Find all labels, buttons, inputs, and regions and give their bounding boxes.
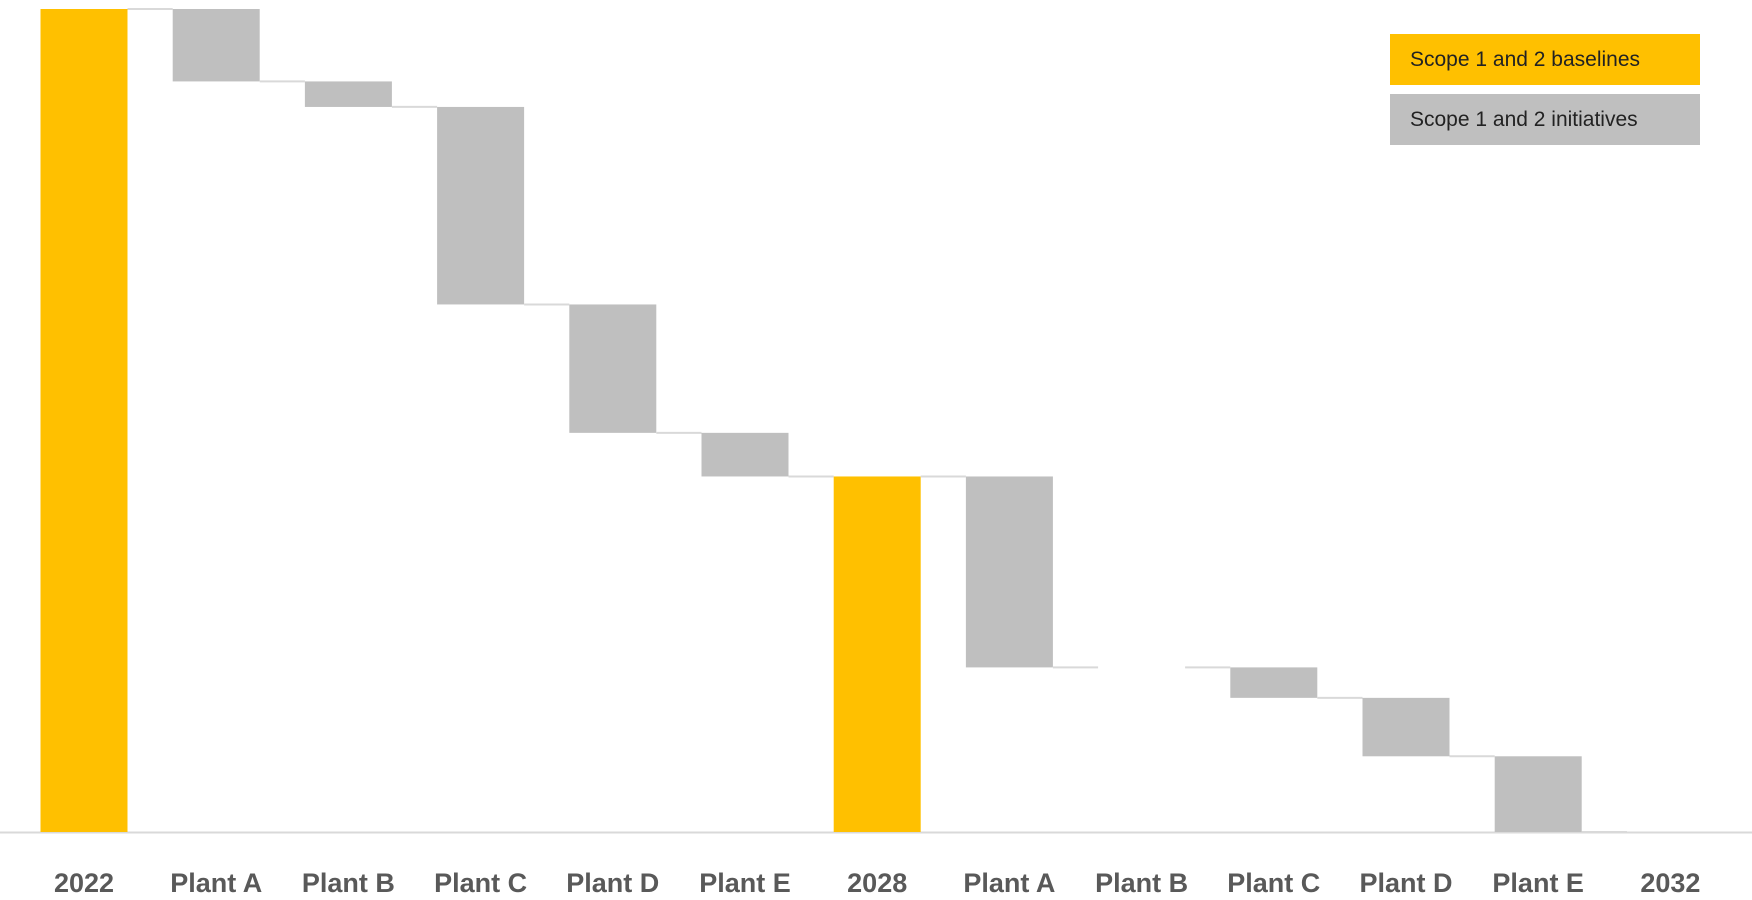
legend-label: Scope 1 and 2 baselines	[1410, 48, 1640, 71]
x-tick-label: Plant B	[1095, 868, 1188, 898]
x-tick-label: Plant E	[1492, 868, 1584, 898]
legend-swatch	[1390, 34, 1700, 85]
x-tick-label: Plant C	[1227, 868, 1320, 898]
initiative-bar	[1362, 697, 1450, 757]
x-tick-label: Plant A	[170, 868, 262, 898]
initiative-bar	[569, 304, 657, 433]
x-tick-label: Plant D	[566, 868, 659, 898]
x-tick-label: Plant A	[963, 868, 1055, 898]
initiative-bar	[304, 81, 392, 107]
x-tick-label: Plant B	[302, 868, 395, 898]
x-tick-label: 2028	[847, 868, 907, 898]
x-tick-label: 2032	[1640, 868, 1700, 898]
initiative-bar	[965, 476, 1053, 668]
initiative-bar	[1494, 756, 1582, 832]
initiative-bar	[1230, 667, 1318, 698]
baseline-bar	[40, 9, 128, 832]
x-tick-label: 2022	[54, 868, 114, 898]
legend-label: Scope 1 and 2 initiatives	[1410, 108, 1638, 131]
initiative-bar	[437, 106, 525, 305]
x-tick-label: Plant C	[434, 868, 527, 898]
initiative-bar	[172, 9, 260, 82]
initiative-bar	[701, 432, 789, 477]
x-tick-label: Plant E	[699, 868, 791, 898]
x-tick-label: Plant D	[1359, 868, 1452, 898]
baseline-bar	[833, 476, 921, 832]
legend-swatch	[1390, 94, 1700, 145]
